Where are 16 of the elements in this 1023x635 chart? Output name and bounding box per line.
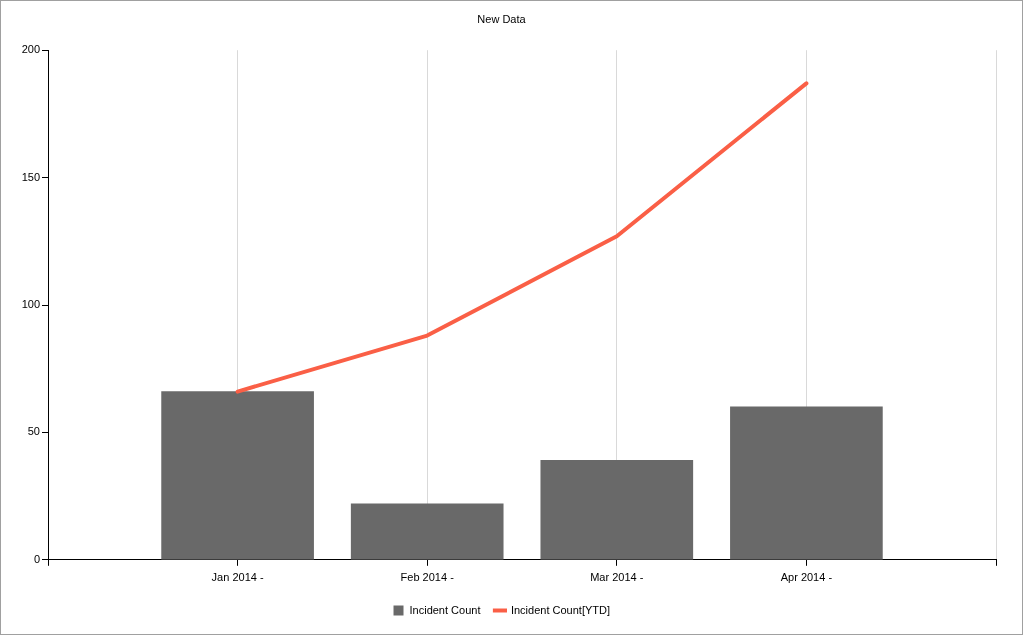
chart-title: New Data [477, 12, 527, 25]
x-tick-label: Mar 2014 - [590, 571, 644, 584]
y-tick-label: 150 [21, 170, 40, 183]
y-tick-label: 200 [21, 43, 40, 56]
x-tick-label: Feb 2014 - [400, 571, 455, 584]
bar [350, 503, 504, 560]
bar [540, 460, 694, 560]
x-tick-label: Jan 2014 - [211, 571, 264, 584]
y-tick-label: 50 [27, 425, 40, 438]
y-tick-label: 100 [21, 298, 40, 311]
bar [161, 391, 314, 560]
bar [730, 406, 883, 560]
y-tick-label: 0 [33, 552, 40, 565]
x-tick-label: Apr 2014 - [780, 571, 833, 584]
legend-label: Incident Count[YTD] [510, 603, 611, 616]
legend-label: Incident Count [409, 603, 481, 616]
